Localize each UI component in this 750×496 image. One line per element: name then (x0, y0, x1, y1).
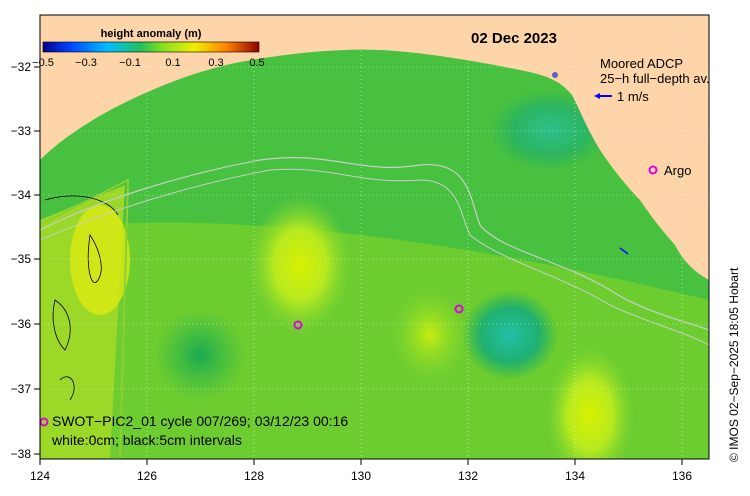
lat-tick: −36 (11, 317, 32, 331)
colorbar-tick: 0.5 (249, 57, 264, 69)
arrow-scale-label: 1 m/s (617, 89, 649, 104)
lat-tick: −35 (11, 252, 32, 266)
lat-tick: −38 (11, 447, 32, 461)
lon-tick: 130 (351, 469, 371, 483)
adcp-legend-title: Moored ADCP (600, 56, 683, 71)
lat-tick: −37 (11, 382, 32, 396)
cold-eddy-southwest (155, 310, 245, 400)
lon-tick: 132 (458, 469, 478, 483)
colorbar-gradient (42, 41, 260, 53)
swot-swath-outline (40, 178, 130, 459)
adcp-legend: Moored ADCP 25−h full−depth av. 1 m/s (594, 56, 710, 104)
map-date: 02 Dec 2023 (471, 30, 557, 47)
colorbar-tick: 0.1 (165, 57, 180, 69)
map-plot-area (40, 15, 709, 459)
lon-tick: 128 (244, 469, 264, 483)
plot-frame (39, 14, 710, 460)
cold-eddy-center (462, 290, 558, 380)
warm-eddy-southeast (545, 345, 635, 459)
shelf-contour-2 (40, 168, 709, 346)
shelf-contour-1 (40, 157, 709, 331)
lat-tick: −34 (11, 188, 32, 202)
lon-tick: 124 (30, 469, 50, 483)
colorbar-tick: −0.5 (32, 57, 54, 69)
argo-legend-icon (648, 165, 658, 175)
arrow-head-icon (594, 93, 600, 99)
swot-contour-label: white:0cm; black:5cm intervals (51, 432, 242, 448)
colorbar-tick: −0.1 (119, 57, 141, 69)
land-mass (40, 15, 709, 280)
lat-tick-labels: −32 −33 −34 −35 −36 −37 −38 (11, 60, 32, 461)
lon-tick: 136 (672, 469, 692, 483)
swot-contour-4 (59, 376, 75, 401)
adcp-mooring-marker (552, 72, 558, 78)
ocean-south-region (40, 222, 709, 459)
swot-annotation: SWOT−PIC2_01 cycle 007/269; 03/12/23 00:… (51, 413, 348, 448)
colorbar-title: height anomaly (m) (101, 28, 202, 40)
lon-tick: 134 (565, 469, 585, 483)
lon-tick: 126 (137, 469, 157, 483)
lat-tick: −33 (11, 124, 32, 138)
warm-eddy-center (388, 285, 472, 385)
swot-contour-2 (52, 299, 71, 351)
swot-pass-label: SWOT−PIC2_01 cycle 007/269; 03/12/23 00:… (52, 413, 348, 429)
swot-contour-1 (87, 233, 102, 283)
adcp-legend-subtitle: 25−h full−depth av. (600, 71, 710, 86)
colorbar-tick: 0.3 (208, 57, 223, 69)
colorbar: height anomaly (m) −0.5 −0.3 −0.1 0.1 0.… (32, 28, 265, 69)
warm-eddy-west (248, 195, 352, 335)
lon-tick-labels: 124 126 128 130 132 134 136 (30, 469, 692, 483)
adcp-current-vector (619, 247, 629, 255)
imos-credit: © IMOS 02−Sep−2025 18:05 Hobart (727, 267, 741, 462)
colorbar-ticks: −0.5 −0.3 −0.1 0.1 0.3 0.5 (32, 57, 265, 69)
argo-float-marker (454, 304, 464, 314)
argo-float-marker (293, 320, 303, 330)
colorbar-tick: −0.3 (75, 57, 97, 69)
axis-ticks (34, 66, 683, 465)
lat-tick: −32 (11, 60, 32, 74)
argo-legend: Argo (648, 163, 691, 178)
argo-legend-label: Argo (664, 163, 691, 178)
swot-high-anomaly (70, 205, 130, 315)
